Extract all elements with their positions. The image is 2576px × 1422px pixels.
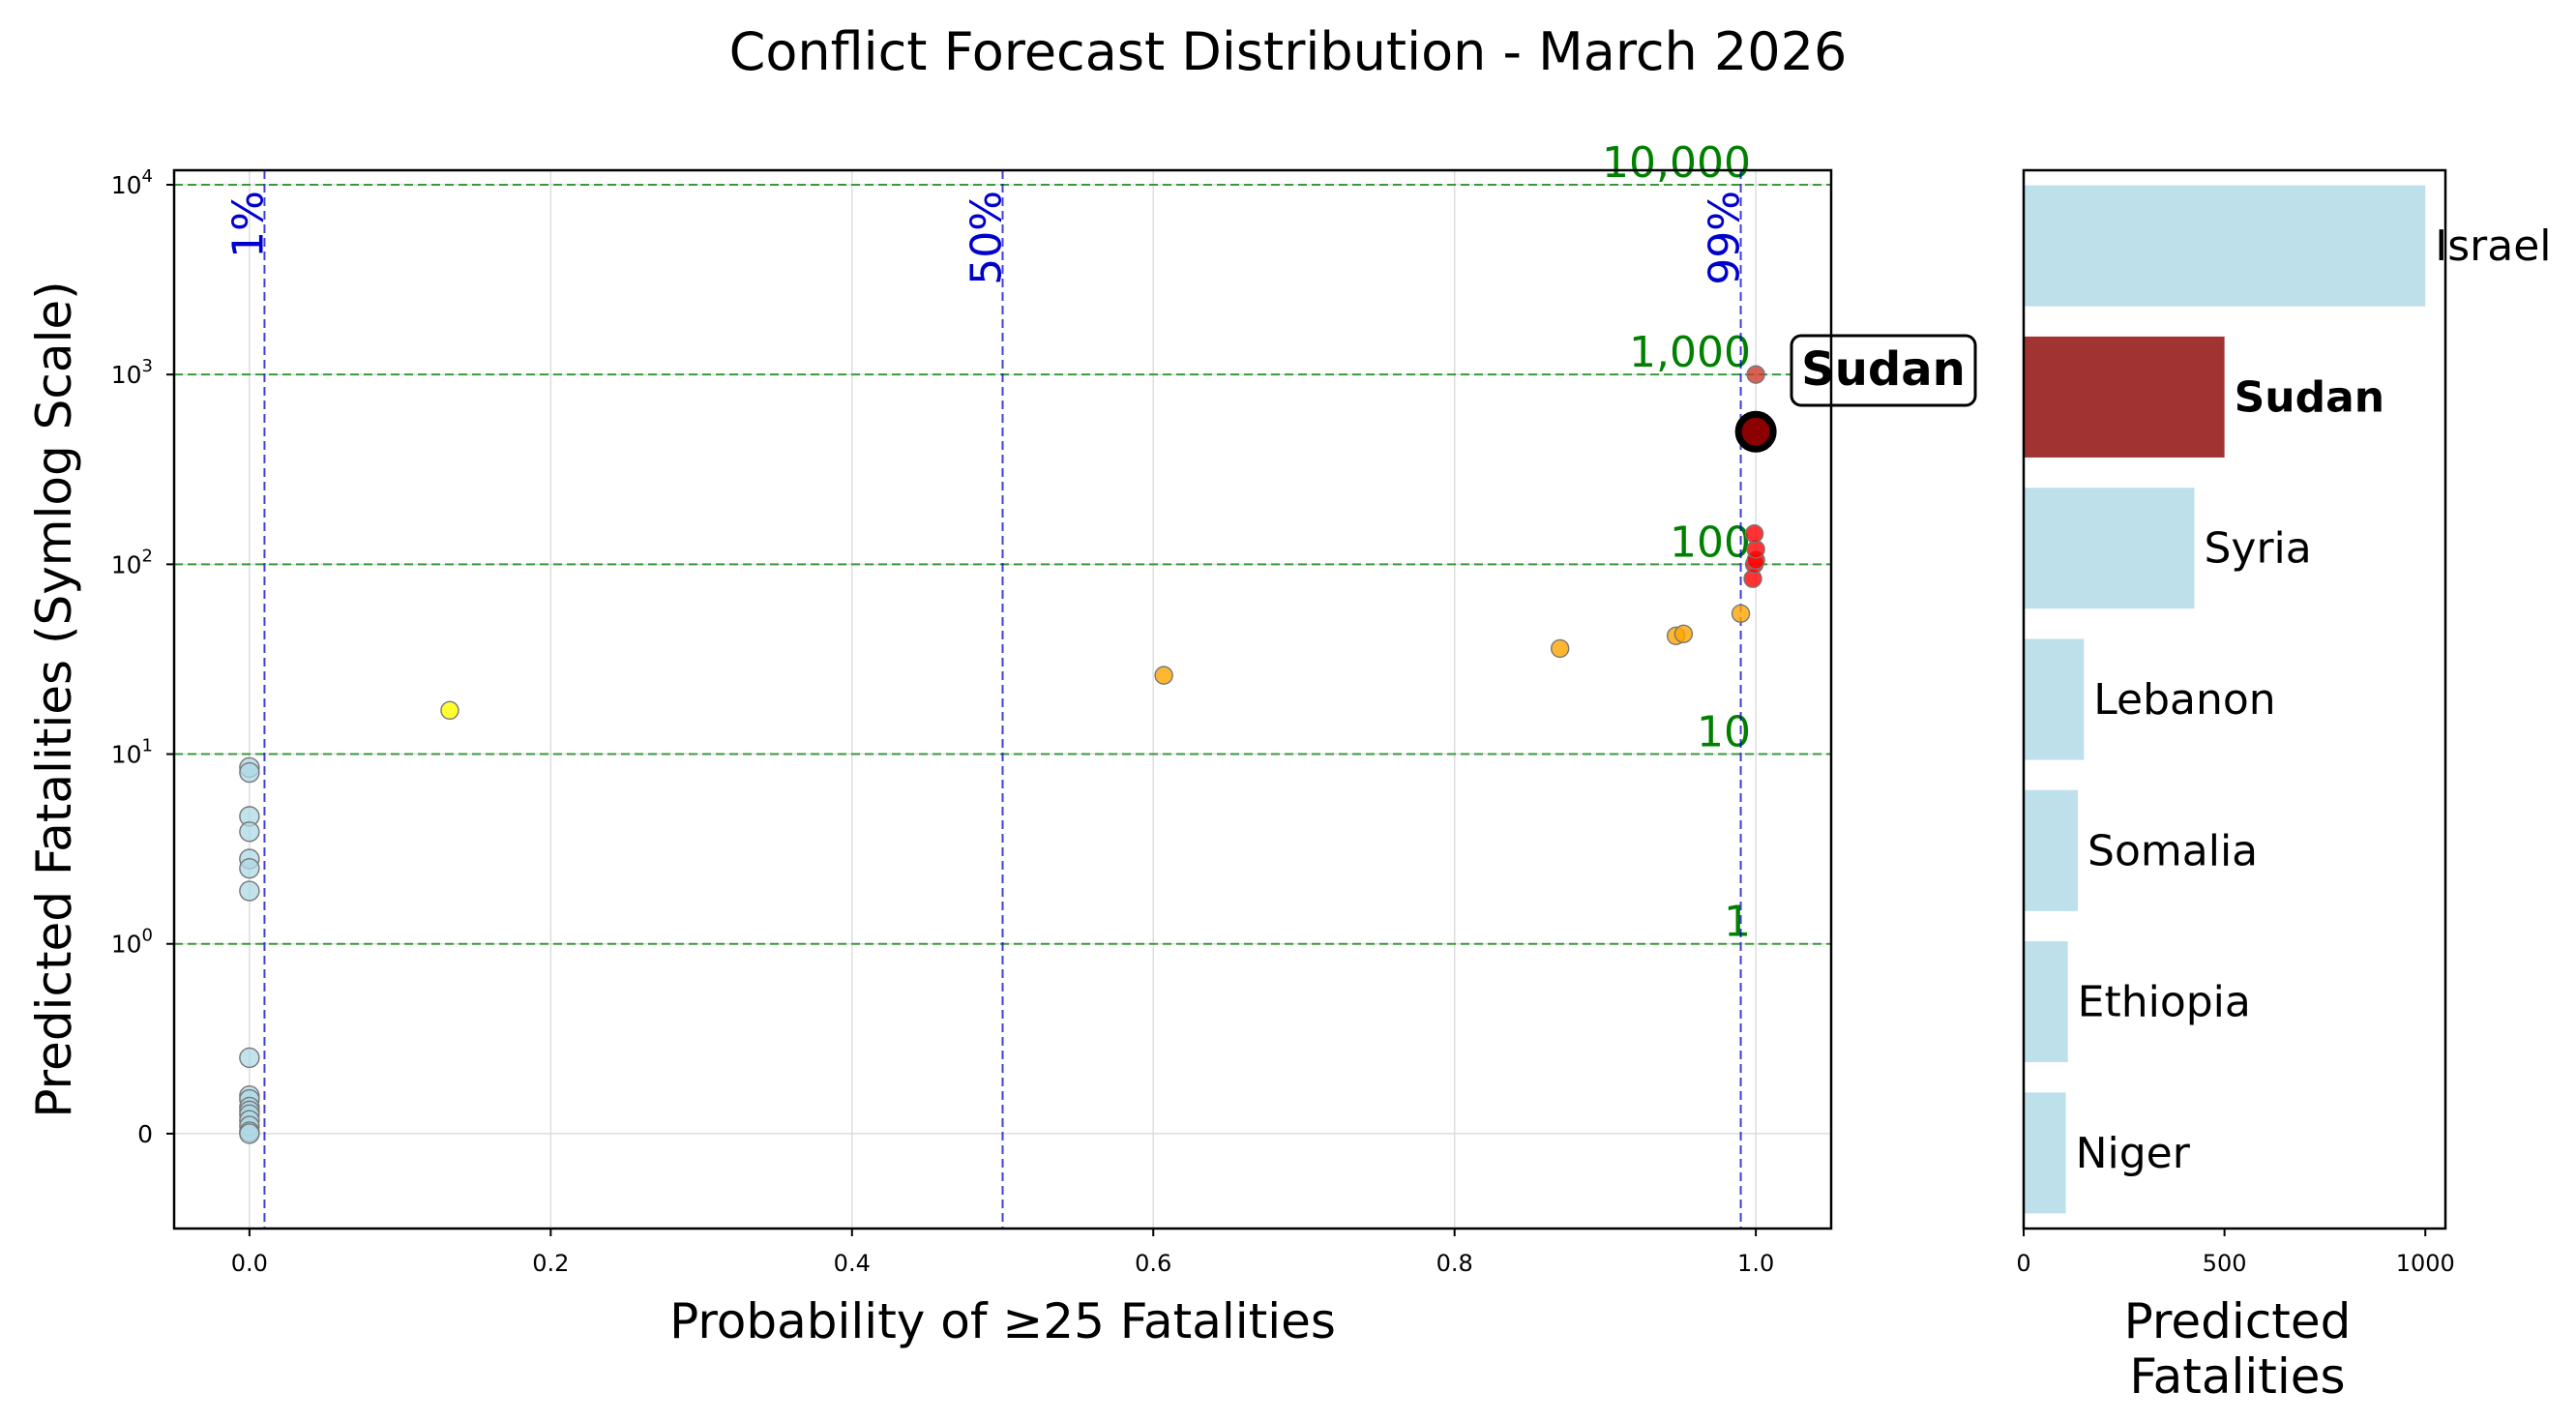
probability-threshold-label: 50%	[962, 191, 1012, 285]
data-point	[1550, 638, 1570, 659]
data-point	[440, 700, 459, 721]
data-point	[1744, 524, 1764, 544]
highlight-annotation-box	[1790, 334, 1977, 407]
bar-label: Ethiopia	[2078, 978, 2251, 1027]
x-tick-label: 1.0	[1737, 1250, 1774, 1277]
bar-label: Sudan	[2235, 372, 2385, 422]
y-tick-label: 0	[137, 1120, 153, 1148]
bar-label: Niger	[2076, 1129, 2191, 1178]
fatality-threshold-label: 1	[1724, 898, 1751, 947]
fatality-threshold-label: 10,000	[1602, 138, 1751, 188]
x-tick-label: 0.2	[532, 1250, 569, 1277]
bars-layer	[2024, 185, 2426, 1214]
scatter-plot: 1 10 100 1,000 10,000 1% 50% 99% Sudan 0.0 0.2 0.4 0…	[26, 138, 1977, 1349]
chart-title: Conflict Forecast Distribution - March 2…	[728, 21, 1848, 82]
bar-plot: Israel Sudan Syria Lebanon Somalia Ethiopia Ni…	[2016, 168, 2551, 1405]
probability-threshold-label: 1%	[223, 191, 273, 258]
bar	[2024, 789, 2079, 911]
y-tick-label: 104	[111, 166, 153, 199]
highlight-point	[1734, 410, 1777, 453]
y-tick-label: 103	[111, 356, 153, 389]
y-axis-label: Predicted Fatalities (Symlog Scale)	[26, 281, 82, 1117]
bar-x-tick-label: 500	[2203, 1250, 2247, 1277]
fatality-threshold-label: 100	[1670, 518, 1751, 567]
bar	[2024, 336, 2225, 458]
y-tick-label: 100	[111, 926, 153, 959]
data-point	[239, 821, 260, 843]
data-point	[1746, 540, 1765, 559]
bar-label: Somalia	[2087, 826, 2258, 875]
bar-x-axis-label: Fatalities	[2129, 1348, 2345, 1405]
x-axis-label: Probability of ≥25 Fatalities	[669, 1293, 1336, 1349]
bar-label: Lebanon	[2093, 675, 2275, 725]
bar-x-axis-label: Predicted	[2124, 1293, 2352, 1349]
scatter-axes-frame	[172, 168, 1833, 1230]
data-point	[239, 1123, 260, 1144]
x-tick-label: 0.4	[834, 1250, 871, 1277]
data-point	[1746, 365, 1765, 384]
bar-x-tick-label: 0	[2016, 1250, 2030, 1277]
data-point	[239, 880, 260, 902]
bar	[2024, 1092, 2066, 1214]
data-point	[1154, 666, 1173, 685]
data-point	[239, 857, 260, 879]
bar	[2024, 488, 2195, 609]
data-point	[239, 761, 260, 784]
y-tick-label: 102	[111, 546, 153, 578]
fatality-threshold-label: 1,000	[1629, 328, 1751, 377]
bar	[2024, 941, 2068, 1063]
bar	[2024, 638, 2085, 760]
bar-label: Israel	[2435, 222, 2551, 271]
fatality-threshold-label: 10	[1697, 708, 1751, 757]
x-tick-label: 0.8	[1436, 1250, 1473, 1277]
x-tick-label: 0.0	[231, 1250, 268, 1277]
bar-x-tick-label: 1000	[2396, 1250, 2455, 1277]
x-tick-label: 0.6	[1135, 1250, 1171, 1277]
data-point	[1731, 604, 1751, 623]
bar-axes-frame	[2022, 168, 2447, 1230]
highlight-annotation-label: Sudan	[1801, 342, 1966, 397]
data-point	[239, 1047, 260, 1069]
y-tick-label: 101	[111, 736, 153, 769]
data-point	[1673, 624, 1694, 643]
points-layer	[239, 365, 1765, 1144]
bar-label: Syria	[2204, 524, 2311, 574]
bar	[2024, 185, 2426, 307]
probability-threshold-label: 99%	[1701, 191, 1750, 285]
